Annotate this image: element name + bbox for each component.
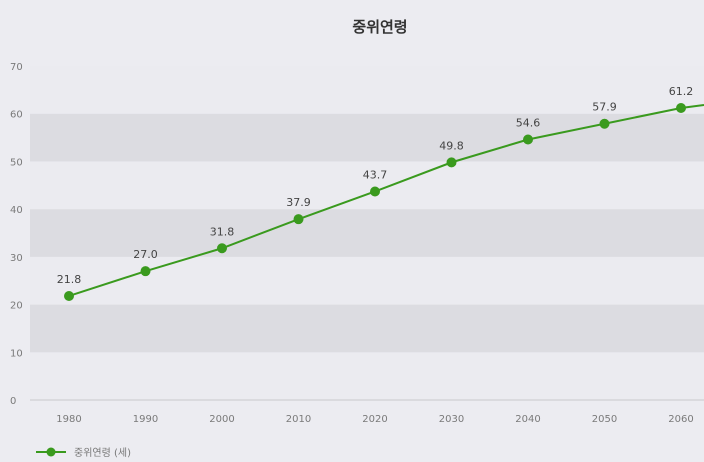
data-point[interactable]: [370, 186, 380, 197]
data-point[interactable]: [293, 214, 304, 225]
data-label: 49.8: [439, 139, 464, 152]
x-tick-label: 1980: [56, 414, 81, 425]
legend[interactable]: 중위연령 (세): [36, 446, 131, 459]
x-tick-label: 2000: [209, 414, 234, 425]
grid-band: [30, 352, 704, 400]
y-tick-label: 0: [10, 396, 16, 407]
grid-band: [30, 66, 704, 114]
y-tick-label: 30: [10, 253, 23, 264]
x-tick-label: 2030: [439, 414, 464, 425]
data-label: 27.0: [133, 248, 158, 261]
x-tick-label: 2050: [592, 414, 617, 425]
grid-band: [30, 113, 704, 162]
series-path: [68, 103, 704, 297]
data-point[interactable]: [599, 118, 610, 129]
x-tick-label: 2020: [362, 414, 387, 425]
y-tick-label: 40: [10, 205, 23, 216]
x-tick-label: 2010: [286, 414, 311, 425]
y-tick-label: 10: [10, 348, 23, 359]
data-label: 57.9: [592, 101, 617, 114]
data-point[interactable]: [217, 243, 227, 254]
data-label: 54.6: [516, 116, 541, 129]
x-tick-label: 2060: [668, 414, 693, 425]
grid-band: [30, 304, 704, 353]
series-line: 21.8 27.0 31.8 37.9 43.7 49.8 54.6 57.9 61.2: [57, 85, 704, 301]
x-tick-label: 2040: [515, 414, 540, 425]
chart-title: 중위연령: [352, 18, 407, 36]
y-tick-label: 70: [10, 62, 23, 73]
data-point[interactable]: [446, 157, 457, 168]
x-axis: 1980 1990 2000 2010 2020 2030 2040 2050 2060: [56, 414, 693, 425]
grid-bands: [30, 66, 704, 401]
data-point[interactable]: [523, 134, 533, 145]
data-label: 21.8: [57, 273, 82, 286]
grid-band: [30, 256, 704, 305]
data-point[interactable]: [64, 290, 74, 301]
data-label: 31.8: [210, 225, 235, 238]
legend-dot-marker: [46, 447, 56, 457]
legend-label: 중위연령 (세): [74, 446, 131, 459]
data-label: 43.7: [363, 168, 388, 181]
grid-band: [30, 209, 704, 257]
data-point[interactable]: [140, 266, 151, 277]
y-tick-label: 20: [10, 301, 23, 312]
y-axis: 0 10 20 30 40 50 60 70: [10, 62, 23, 407]
x-tick-label: 1990: [133, 414, 158, 425]
y-tick-label: 60: [10, 110, 23, 121]
y-tick-label: 50: [10, 157, 23, 168]
grid-band: [30, 161, 704, 210]
data-point[interactable]: [676, 102, 686, 113]
data-label: 37.9: [286, 196, 311, 209]
data-label: 61.2: [669, 85, 694, 98]
